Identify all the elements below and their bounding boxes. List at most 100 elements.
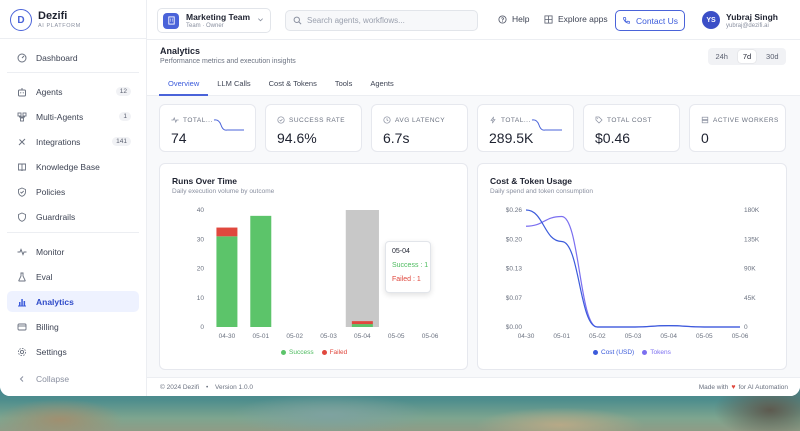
legend-dot (321, 350, 327, 355)
legend-item-success[interactable]: Success (281, 349, 314, 356)
x-tick-label: 05-04 (660, 333, 677, 340)
sidebar-item-agents[interactable]: Agents 12 (7, 81, 139, 102)
team-switcher[interactable]: Marketing Team Team · Owner (157, 8, 271, 33)
stat-label-text: TOTAL... (183, 116, 213, 124)
stat-label: ACTIVE WORKERS (701, 116, 779, 124)
bar-chart-icon (17, 297, 27, 307)
brand-logo-icon: D (10, 9, 32, 31)
contact-us-button[interactable]: Contact Us (615, 10, 685, 31)
sidebar-item-monitor[interactable]: Monitor (7, 241, 139, 262)
server-icon (701, 116, 709, 124)
footer: © 2024 Dezifi • Version 1.0.0 Made with … (147, 377, 800, 396)
legend-label: Success (289, 349, 314, 356)
chart-tooltip: 05-04 Success : 1 Failed : 1 (385, 241, 431, 293)
x-tick-label: 05-04 (354, 333, 371, 340)
sidebar-item-integrations[interactable]: Integrations 141 (7, 131, 139, 152)
heart-icon: ♥ (731, 384, 736, 391)
robot-icon (17, 87, 27, 97)
sidebar-item-label: Knowledge Base (36, 161, 100, 172)
range-24h[interactable]: 24h (715, 52, 728, 61)
x-tick-label: 05-06 (732, 333, 749, 340)
collapse-sidebar-button[interactable]: Collapse (7, 368, 139, 389)
tab-llm-calls[interactable]: LLM Calls (217, 79, 251, 88)
bar-failed (351, 321, 373, 325)
stat-card[interactable]: TOTAL COST $0.46 (583, 104, 680, 152)
search-input[interactable] (307, 16, 467, 25)
chart-title: Cost & Token Usage (490, 176, 573, 186)
contact-us-label: Contact Us (635, 15, 679, 26)
check-circle-icon (277, 116, 285, 124)
clock-icon (383, 116, 391, 124)
sidebar-item-eval[interactable]: Eval (7, 266, 139, 287)
tab-cost-tokens[interactable]: Cost & Tokens (268, 79, 317, 88)
search-box[interactable] (285, 10, 478, 31)
sidebar-item-label: Multi-Agents (36, 111, 84, 122)
sparkline (531, 119, 562, 131)
user-menu[interactable]: Yubraj Singh yubraj@dezifi.ai (726, 12, 778, 30)
brand-subtitle: AI PLATFORM (38, 23, 81, 29)
bolt-icon (489, 116, 497, 124)
tab-tools[interactable]: Tools (334, 79, 353, 88)
sidebar-item-settings[interactable]: Settings (7, 341, 139, 362)
x-tick-label: 05-05 (696, 333, 713, 340)
chart-legend: Cost (USD) Tokens (593, 349, 679, 356)
tab-agents[interactable]: Agents (370, 79, 394, 88)
chart-title: Runs Over Time (172, 176, 238, 186)
user-email: yubraj@dezifi.ai (726, 23, 769, 29)
stat-card[interactable]: AVG LATENCY 6.7s (371, 104, 468, 152)
sparkline (213, 119, 244, 131)
user-avatar[interactable]: YS (702, 11, 720, 29)
y-tick-label: 30 (197, 236, 205, 243)
stat-label: TOTAL... (171, 116, 213, 124)
brand-name: Dezifi (38, 10, 68, 22)
range-30d[interactable]: 30d (766, 52, 779, 61)
sidebar-item-dashboard[interactable]: Dashboard (7, 47, 139, 68)
x-tick-label: 05-01 (252, 333, 269, 340)
legend-item-tokens[interactable]: Tokens (642, 349, 671, 356)
chart-legend: Success Failed (281, 349, 355, 356)
hover-band (345, 210, 379, 327)
sidebar-item-label: Dashboard (36, 52, 78, 63)
legend-dot (593, 350, 598, 355)
x-tick-label: 04-30 (219, 333, 236, 340)
sidebar-item-knowledge-base[interactable]: Knowledge Base (7, 156, 139, 177)
tab-overview[interactable]: Overview (159, 74, 209, 96)
sidebar-item-guardrails[interactable]: Guardrails (7, 206, 139, 227)
x-tick-label: 05-02 (589, 333, 606, 340)
sidebar-item-analytics[interactable]: Analytics (7, 291, 139, 312)
range-7d[interactable]: 7d (737, 50, 757, 63)
stat-card[interactable]: TOTAL... 289.5K (477, 104, 574, 152)
stat-card[interactable]: SUCCESS RATE 94.6% (265, 104, 362, 152)
stat-value: 6.7s (383, 130, 410, 146)
credit-card-icon (17, 322, 27, 332)
footer-copyright: © 2024 Dezifi (160, 384, 200, 391)
y-tick-label: 40 (197, 207, 205, 214)
help-link[interactable]: Help (498, 14, 529, 24)
sidebar-item-policies[interactable]: Policies (7, 181, 139, 202)
footer-bullet: • (205, 384, 209, 391)
stat-label: AVG LATENCY (383, 116, 445, 124)
y-tick-label: 0 (200, 324, 204, 331)
legend-item-failed[interactable]: Failed (321, 349, 347, 356)
legend-item-cost[interactable]: Cost (USD) (593, 349, 634, 356)
stat-card[interactable]: ACTIVE WORKERS 0 (689, 104, 786, 152)
bar-success (351, 324, 373, 327)
tooltip-failed: Failed : 1 (392, 276, 421, 283)
footer-info: © 2024 Dezifi • Version 1.0.0 (160, 384, 253, 391)
sidebar-item-multi-agents[interactable]: Multi-Agents 1 (7, 106, 139, 127)
y-tick-label: 20 (197, 266, 205, 273)
x-tick-label: 05-03 (625, 333, 642, 340)
collapse-label: Collapse (36, 373, 70, 384)
explore-apps-link[interactable]: Explore apps (544, 14, 608, 24)
brand[interactable]: D Dezifi AI PLATFORM (10, 9, 81, 31)
y-tick-label-right: 90K (744, 266, 756, 273)
sidebar-item-billing[interactable]: Billing (7, 316, 139, 337)
stat-card[interactable]: TOTAL... 74 (159, 104, 256, 152)
team-role: Team · Owner (186, 22, 224, 29)
plug-icon (17, 137, 27, 147)
legend-dot (281, 350, 286, 355)
user-name: Yubraj Singh (726, 12, 778, 22)
page-header: Analytics Performance metrics and execut… (147, 40, 800, 96)
sidebar-separator (7, 72, 139, 73)
stat-value: 289.5K (489, 130, 534, 146)
